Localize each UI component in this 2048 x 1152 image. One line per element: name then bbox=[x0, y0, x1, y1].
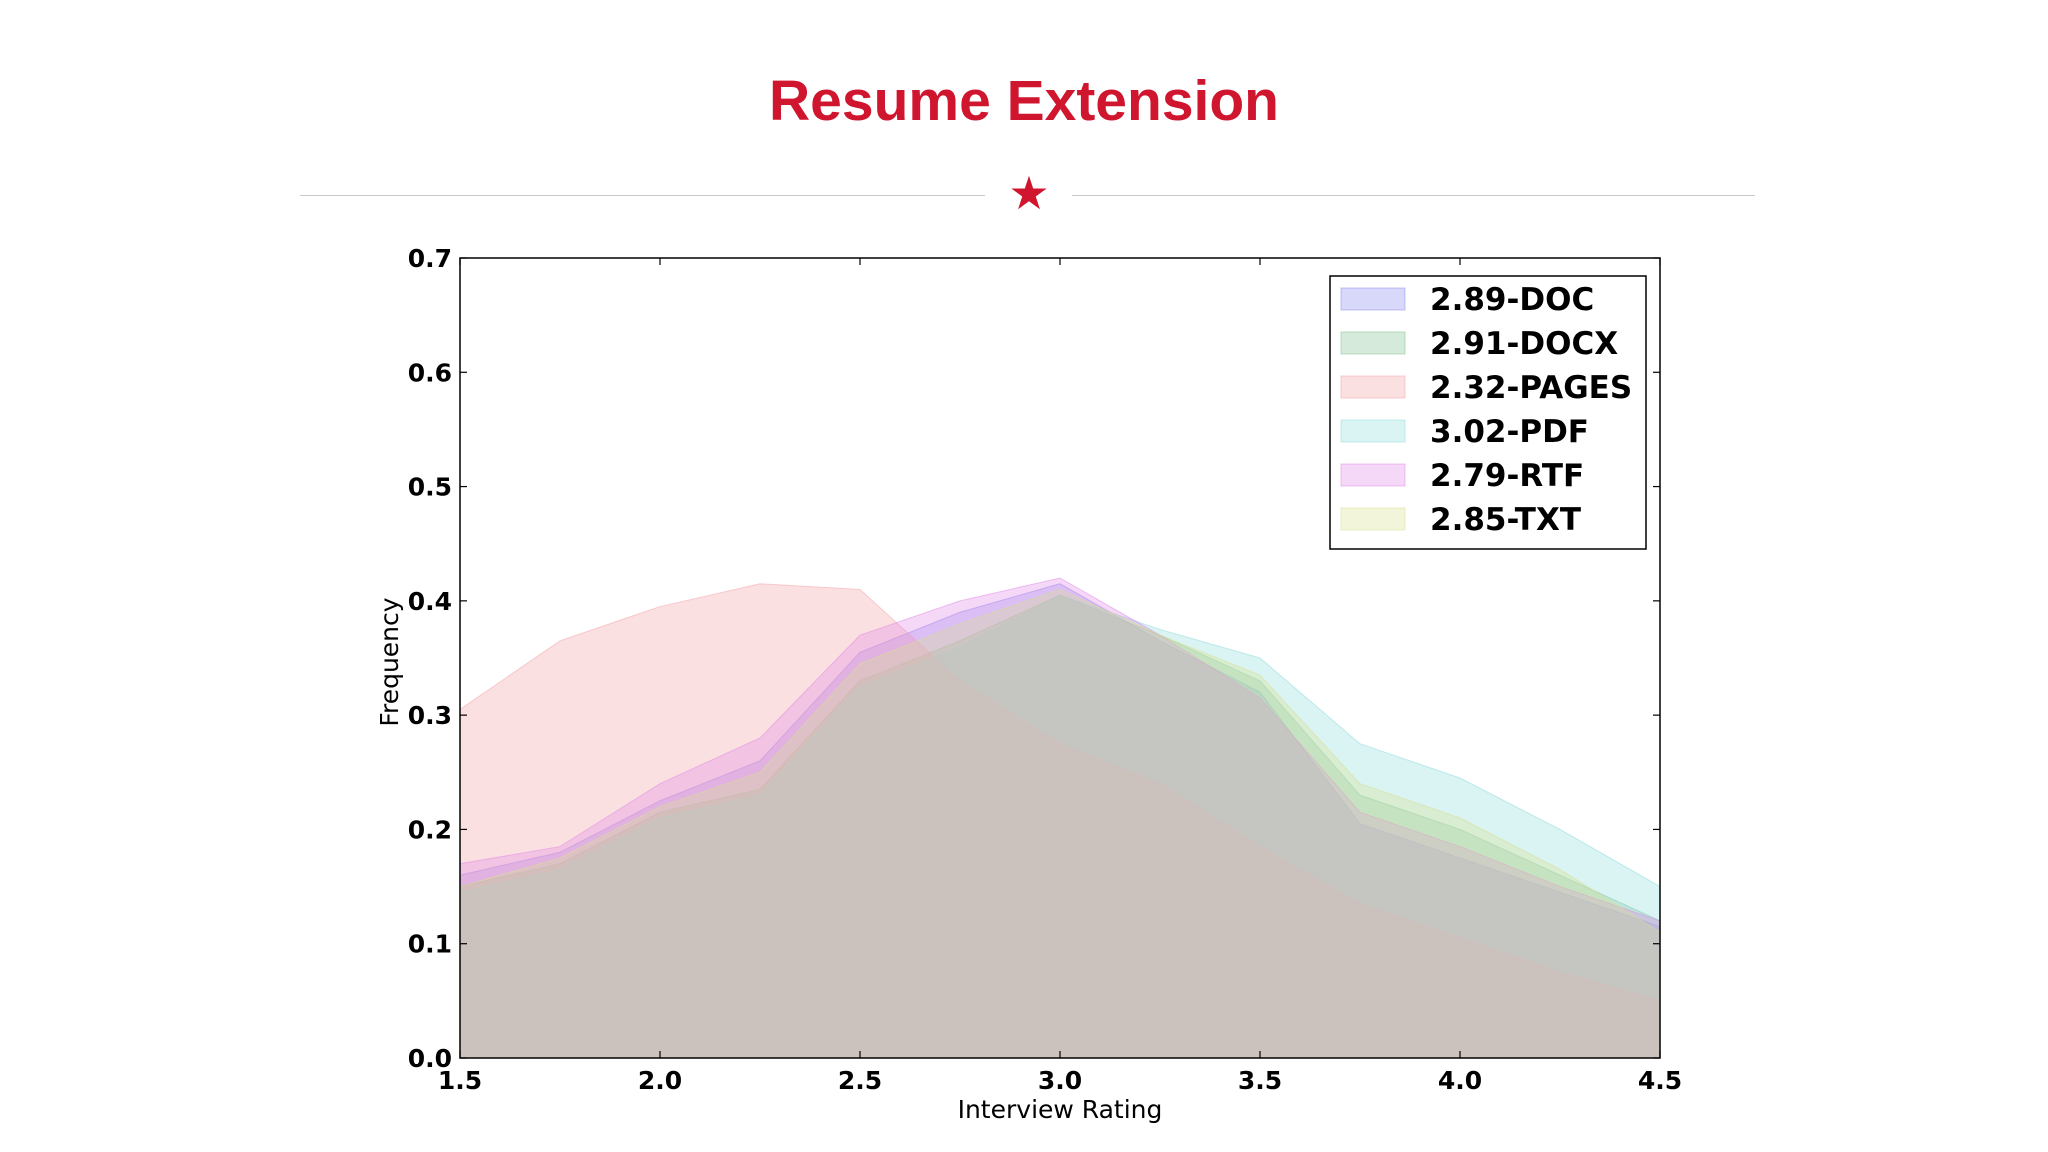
y-tick-label: 0.5 bbox=[408, 473, 452, 502]
legend-swatch bbox=[1340, 331, 1406, 355]
legend-swatch bbox=[1340, 507, 1406, 531]
legend-swatch bbox=[1340, 375, 1406, 399]
x-tick-label: 3.0 bbox=[1038, 1066, 1082, 1095]
y-tick-label: 0.1 bbox=[408, 930, 452, 959]
x-tick-label: 4.0 bbox=[1438, 1066, 1482, 1095]
slide-title: Resume Extension bbox=[769, 69, 1279, 133]
x-axis-label: Interview Rating bbox=[958, 1095, 1163, 1124]
divider-line-right bbox=[1072, 195, 1755, 196]
y-tick-label: 0.0 bbox=[408, 1044, 452, 1073]
y-tick-label: 0.2 bbox=[408, 815, 452, 844]
y-axis-label: Frequency bbox=[375, 597, 404, 726]
x-tick-label: 2.5 bbox=[838, 1066, 882, 1095]
y-tick-label: 0.3 bbox=[408, 701, 452, 730]
legend-label: 2.89-DOC bbox=[1430, 282, 1594, 318]
legend-label: 3.02-PDF bbox=[1430, 414, 1589, 450]
legend-label: 2.79-RTF bbox=[1430, 458, 1584, 494]
legend-label: 2.85-TXT bbox=[1430, 502, 1581, 538]
legend-swatch bbox=[1340, 463, 1406, 487]
divider-line-left bbox=[300, 195, 985, 196]
x-tick-label: 4.5 bbox=[1638, 1066, 1682, 1095]
star-icon: ★ bbox=[1008, 167, 1050, 219]
x-tick-label: 3.5 bbox=[1238, 1066, 1282, 1095]
x-tick-label: 1.5 bbox=[438, 1066, 482, 1095]
legend-swatch bbox=[1340, 287, 1406, 311]
y-tick-label: 0.4 bbox=[408, 587, 452, 616]
y-tick-label: 0.7 bbox=[408, 244, 452, 273]
legend-label: 2.91-DOCX bbox=[1430, 326, 1618, 362]
area-series-5 bbox=[459, 588, 1661, 1059]
area-series-1 bbox=[459, 594, 1661, 1059]
area-series-4 bbox=[459, 577, 1661, 1059]
legend-box bbox=[1329, 275, 1647, 550]
legend-label: 2.32-PAGES bbox=[1430, 370, 1632, 406]
legend-swatch bbox=[1340, 419, 1406, 443]
y-tick-label: 0.6 bbox=[408, 358, 452, 387]
area-series-2 bbox=[459, 583, 1661, 1059]
x-tick-label: 2.0 bbox=[638, 1066, 682, 1095]
